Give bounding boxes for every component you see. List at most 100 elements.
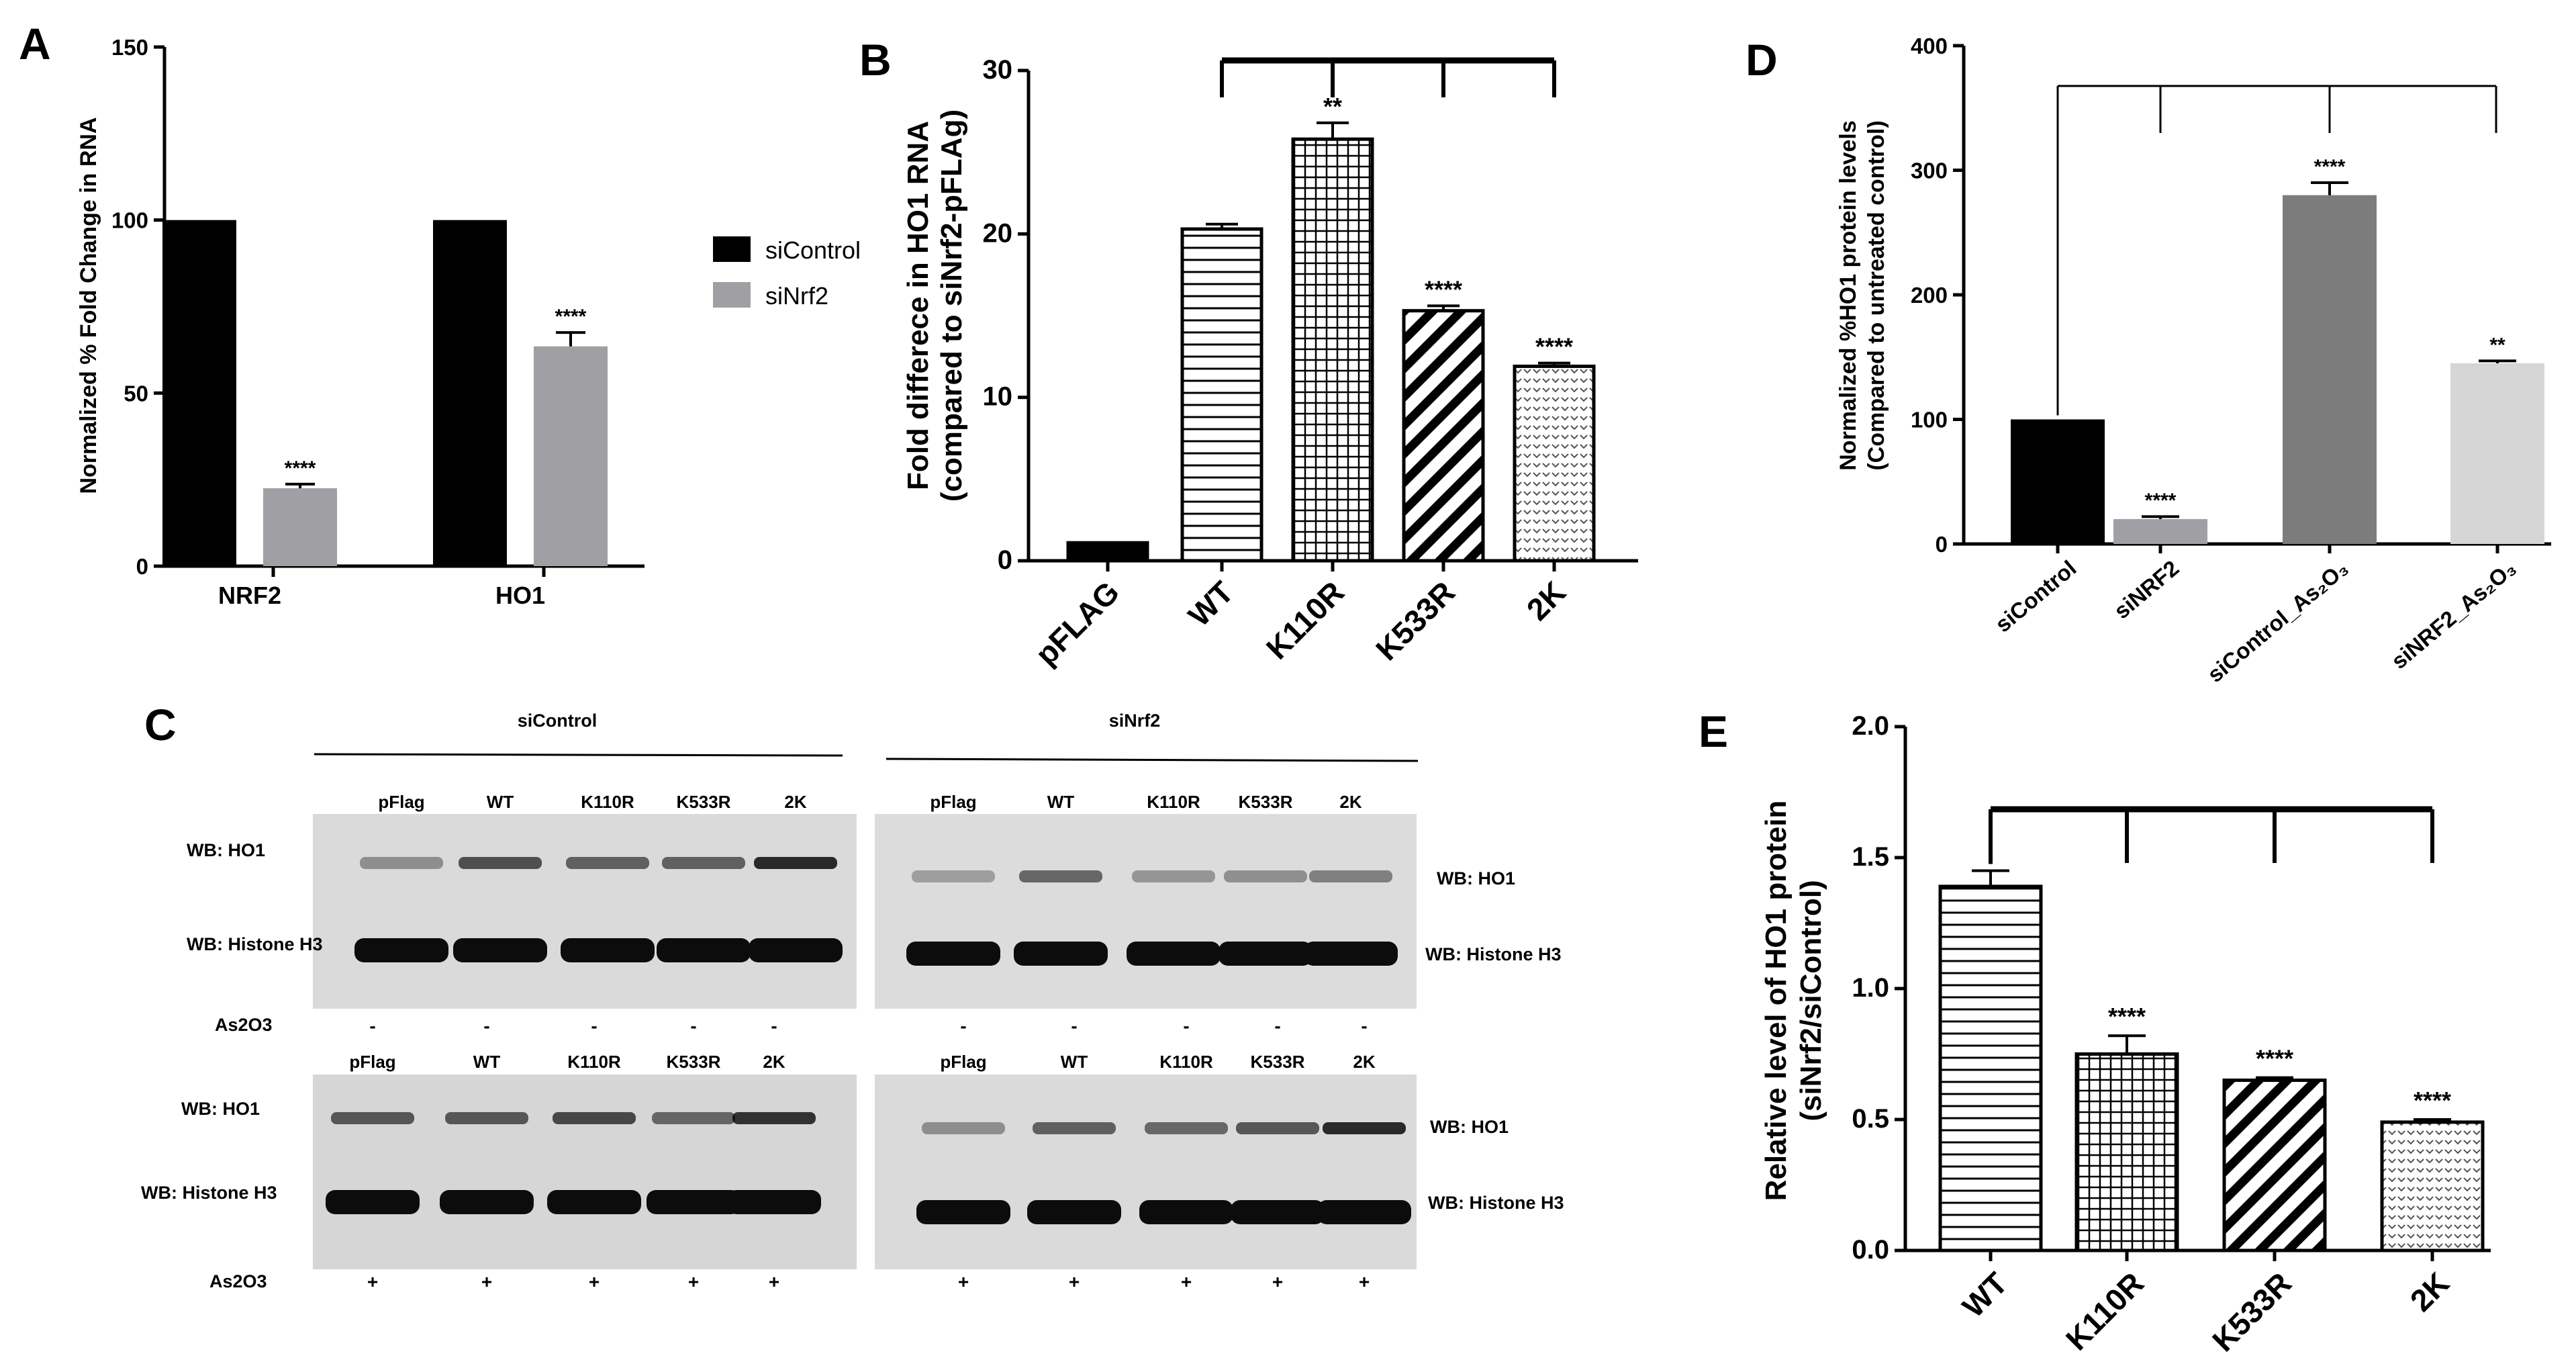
blot-bottom-right-ho1-band xyxy=(1323,1122,1406,1134)
panel-b-ylabel-line1: Fold differece in HO1 RNA xyxy=(902,121,935,490)
panel-d-significance: **** xyxy=(2314,156,2346,178)
blot-bottom-left-h3-band xyxy=(727,1190,821,1214)
panel-e-ylabel-line2: (siNrf2/siControl) xyxy=(1795,880,1827,1121)
panel-b-bar-2k xyxy=(1513,364,1596,563)
blot-bottom-left-lane-label: pFlag xyxy=(349,1052,395,1072)
panel-a-significance: **** xyxy=(555,306,587,328)
blot-top-left-lane-label: K533R xyxy=(677,792,731,812)
panel-a-y-tick-label: 150 xyxy=(111,35,148,60)
blot-top-left-ho1-band xyxy=(662,857,745,869)
panel-e-y-tick-label: 1.0 xyxy=(1852,973,1889,1003)
row-label-h3-top: WB: Histone H3 xyxy=(187,934,323,954)
blot-top-right-ho1-band xyxy=(912,870,995,882)
panel-d-bar-3 xyxy=(2450,363,2544,544)
blot-bottom-left-h3-band xyxy=(440,1190,534,1214)
panel-b-bar-k110r xyxy=(1291,137,1374,563)
group-line-sicontrol xyxy=(314,753,843,757)
bottom-right-treatment-sign: + xyxy=(1069,1271,1080,1292)
panel-a-legend: siControl siNrf2 xyxy=(713,236,861,310)
panel-e-y-tick-label: 0.0 xyxy=(1852,1235,1889,1265)
blot-top-left-lane-label: WT xyxy=(487,792,514,812)
blot-bottom-left-lane-label: 2K xyxy=(763,1052,785,1072)
blot-top-right-h3-band xyxy=(906,942,1000,966)
panel-a-y-tick-label: 100 xyxy=(111,208,148,233)
top-left-treatment-sign: - xyxy=(690,1015,696,1036)
blot-bottom-left-lane-label: WT xyxy=(473,1052,501,1072)
panel-e-ylabel-line1: Relative level of HO1 protein xyxy=(1760,801,1793,1201)
blot-top-right-h3-band xyxy=(1127,942,1221,966)
panel-d-plot: 0 100 200 300 400 siControl **** siNRF2 **** siCo… xyxy=(1911,34,2551,687)
panel-a-category-label: NRF2 xyxy=(218,582,281,609)
blot-bottom-right-h3-band xyxy=(1231,1200,1325,1224)
panel-a-y-tick-label: 0 xyxy=(136,554,148,579)
panel-d-significance: **** xyxy=(2145,490,2177,512)
blot-bottom-left-h3-band xyxy=(326,1190,420,1214)
blot-bottom-left-h3-band xyxy=(647,1190,741,1214)
blot-top-left-ho1-band xyxy=(459,857,542,869)
blot-top-right-h3-band xyxy=(1219,942,1313,966)
panel-letter-c: C xyxy=(144,700,177,749)
panel-d: D Normalized %HO1 protein levels (Compar… xyxy=(1746,34,2551,687)
top-left-treatment-sign: - xyxy=(483,1015,489,1036)
blot-top-left-h3-band xyxy=(453,938,547,962)
blot-top-left-lane-label: 2K xyxy=(784,792,806,812)
panel-a-bar-sinrf2-nrf2 xyxy=(263,488,337,566)
blot-bottom-right-lane-label: 2K xyxy=(1353,1052,1375,1072)
blot-bottom-right-lane-label: WT xyxy=(1061,1052,1088,1072)
bottom-right-treatment-sign: + xyxy=(1272,1271,1283,1292)
panel-e-y-tick-label: 2.0 xyxy=(1852,711,1889,741)
bottom-right-treatment-sign: + xyxy=(1181,1271,1192,1292)
panel-a-significance: **** xyxy=(285,457,316,480)
panel-letter-e: E xyxy=(1699,706,1728,756)
panel-d-bar-0 xyxy=(2011,419,2105,544)
blot-top-right-h3-band xyxy=(1304,942,1398,966)
blot-bottom-left xyxy=(313,1075,857,1269)
blot-top-right-ho1-band xyxy=(1309,870,1392,882)
blot-top-right xyxy=(875,814,1417,1009)
panel-e-bar-k533r xyxy=(2222,1079,2327,1252)
panel-e-significance: **** xyxy=(2414,1087,2451,1114)
top-right-treatment-sign: - xyxy=(960,1015,966,1036)
legend-swatch-sicontrol xyxy=(713,236,751,262)
panel-letter-d: D xyxy=(1746,35,1778,85)
panel-d-bar-1 xyxy=(2113,518,2207,544)
panel-a-plot: 0 50 100 150 **** NRF2 **** HO1 xyxy=(111,35,645,609)
blot-top-right-lane-label: K533R xyxy=(1239,792,1293,812)
blot-bottom-right-h3-band xyxy=(916,1200,1010,1224)
panel-b-category-label: K533R xyxy=(1369,574,1462,667)
top-right-treatment-sign: - xyxy=(1071,1015,1077,1036)
panel-d-ylabel-line2: (Compared to untreated control) xyxy=(1864,120,1889,470)
panel-a: A Normalized % Fold Change in RNA 0 50 100… xyxy=(19,19,861,609)
bottom-left-treatment-sign: + xyxy=(688,1271,699,1292)
top-left-treatment-sign: - xyxy=(771,1015,777,1036)
panel-d-significance: ** xyxy=(2489,334,2506,356)
row-label-ho1-right-top: WB: HO1 xyxy=(1437,868,1515,888)
panel-d-category-label: siNRF2_As₂O₃ xyxy=(2387,555,2521,674)
panel-e-y-tick-label: 1.5 xyxy=(1852,842,1889,872)
legend-swatch-sinrf2 xyxy=(713,282,751,308)
top-right-treatment-sign: - xyxy=(1274,1015,1280,1036)
legend-label-sicontrol: siControl xyxy=(765,236,861,264)
top-right-treatment-sign: - xyxy=(1183,1015,1189,1036)
panel-b-category-label: WT xyxy=(1182,574,1240,633)
group-line-sinrf2 xyxy=(886,758,1419,762)
blot-top-left-lane-label: pFlag xyxy=(378,792,424,812)
panel-a-category-label: HO1 xyxy=(495,582,545,609)
panel-b-significance: **** xyxy=(1535,333,1573,361)
bottom-left-treatment-sign: + xyxy=(481,1271,492,1292)
panel-e-plot: 0.0 0.5 1.0 1.5 2.0 WT **** K110R **** K533R **** 2… xyxy=(1852,711,2491,1358)
panel-d-ylabel-line1: Normalized %HO1 protein levels xyxy=(1835,120,1861,471)
panel-e-category-label: WT xyxy=(1956,1265,2014,1324)
bottom-left-treatment-sign: + xyxy=(769,1271,779,1292)
blot-top-left-lane-label: K110R xyxy=(581,792,634,812)
blot-top-left-h3-band xyxy=(749,938,843,962)
top-right-treatment-sign: - xyxy=(1361,1015,1367,1036)
blot-bands xyxy=(326,857,1411,1224)
panel-b-y-tick-label: 10 xyxy=(983,382,1013,412)
panel-c: C siControl siNrf2 pFlag WT K110R K533R 2K pF… xyxy=(141,700,1564,1292)
top-left-treatment-sign: - xyxy=(591,1015,597,1036)
panel-b-significance: **** xyxy=(1425,275,1462,303)
blot-bottom-right-ho1-band xyxy=(1033,1122,1116,1134)
